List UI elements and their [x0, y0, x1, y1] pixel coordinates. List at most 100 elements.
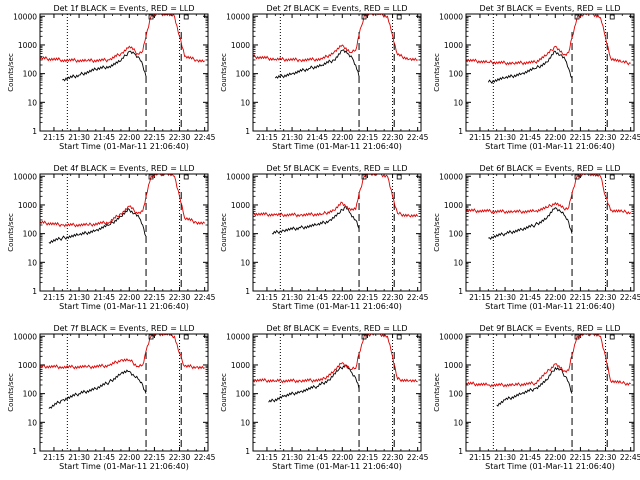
- series-black-line: [62, 50, 147, 82]
- panel-3: Det 3f BLACK = Events, RED = LLD Counts/s…: [433, 4, 640, 151]
- attenuator-marker: [148, 14, 154, 20]
- x-tick-label: 22:00: [544, 453, 566, 462]
- plot-frame: [39, 333, 209, 452]
- plot-frame: [39, 173, 209, 292]
- y-tick-label: 10: [27, 258, 37, 267]
- x-tick-label: 22:15: [570, 453, 592, 462]
- panel-2: Det 2f BLACK = Events, RED = LLD Counts/s…: [220, 4, 429, 151]
- x-tick-label: 22:15: [357, 133, 379, 142]
- y-tick-label: 100: [23, 70, 38, 79]
- attenuator-marker: [609, 174, 615, 180]
- y-tick-label: 100: [449, 70, 464, 79]
- y-tick-label: 1: [458, 287, 463, 296]
- x-tick-label: 21:15: [256, 293, 278, 302]
- y-tick-label: 10000: [439, 332, 463, 341]
- x-tick-label: 21:45: [519, 453, 541, 462]
- x-tick-label: 22:30: [595, 133, 617, 142]
- y-tick-label: 100: [449, 230, 464, 239]
- y-tick-label: 10000: [13, 12, 37, 21]
- series-black-line: [48, 369, 147, 409]
- y-tick-label: 10000: [226, 12, 250, 21]
- y-axis-label: Counts/sec: [433, 373, 441, 412]
- x-tick-label: 22:45: [407, 133, 429, 142]
- panel-8: Det 8f BLACK = Events, RED = LLD Counts/s…: [220, 324, 429, 471]
- x-axis-label: Start Time (01-Mar-11 21:06:40): [272, 302, 402, 311]
- plot-frame: [39, 13, 209, 132]
- y-axis-label: Counts/sec: [7, 53, 15, 92]
- panel-1: Det 1f BLACK = Events, RED = LLD Counts/s…: [7, 4, 216, 151]
- attenuator-marker: [183, 174, 189, 180]
- panel-title: Det 9f BLACK = Events, RED = LLD: [479, 324, 620, 333]
- y-tick-label: 10: [453, 98, 463, 107]
- series-red-line: [466, 14, 631, 66]
- x-tick-label: 22:45: [407, 453, 429, 462]
- x-tick-label: 21:30: [281, 293, 303, 302]
- x-tick-label: 22:30: [169, 293, 191, 302]
- series-red-line: [253, 174, 419, 218]
- x-tick-label: 22:45: [620, 133, 640, 142]
- y-tick-label: 1: [245, 127, 250, 136]
- x-axis-label: Start Time (01-Mar-11 21:06:40): [485, 302, 615, 311]
- series-group: [253, 174, 419, 235]
- y-tick-label: 1: [458, 127, 463, 136]
- x-tick-label: 21:30: [494, 133, 516, 142]
- x-tick-label: 22:15: [357, 293, 379, 302]
- panel-title: Det 6f BLACK = Events, RED = LLD: [479, 164, 620, 173]
- x-tick-label: 21:45: [306, 133, 328, 142]
- x-tick-label: 21:15: [469, 133, 491, 142]
- y-tick-label: 10000: [13, 172, 37, 181]
- panel-title: Det 5f BLACK = Events, RED = LLD: [266, 164, 407, 173]
- series-black-line: [274, 49, 360, 79]
- x-tick-label: 22:45: [620, 453, 640, 462]
- y-tick-label: 1: [32, 127, 37, 136]
- series-group: [466, 174, 632, 241]
- x-tick-label: 21:30: [68, 453, 90, 462]
- series-black-line: [271, 205, 360, 235]
- attenuator-marker: [396, 14, 402, 20]
- x-tick-label: 22:00: [118, 453, 140, 462]
- x-tick-label: 21:15: [43, 453, 65, 462]
- x-tick-label: 22:45: [407, 293, 429, 302]
- series-group: [40, 174, 206, 245]
- attenuator-marker: [148, 334, 154, 340]
- y-tick-label: 1: [245, 287, 250, 296]
- x-tick-label: 22:30: [595, 293, 617, 302]
- attenuator-marker: [183, 334, 189, 340]
- x-tick-label: 22:00: [331, 133, 353, 142]
- y-axis-label: Counts/sec: [220, 213, 228, 252]
- y-tick-label: 100: [236, 390, 251, 399]
- x-tick-label: 22:15: [144, 133, 166, 142]
- series-red-line: [40, 14, 205, 64]
- attenuator-marker: [361, 174, 367, 180]
- series-black-line: [487, 50, 573, 84]
- panel-title: Det 3f BLACK = Events, RED = LLD: [479, 4, 620, 13]
- x-tick-label: 22:45: [194, 453, 216, 462]
- x-tick-label: 21:45: [93, 453, 115, 462]
- x-axis-label: Start Time (01-Mar-11 21:06:40): [485, 462, 615, 471]
- plot-frame: [252, 333, 422, 452]
- y-tick-label: 1: [245, 447, 250, 456]
- panel-title: Det 1f BLACK = Events, RED = LLD: [53, 4, 194, 13]
- y-tick-label: 10: [240, 98, 250, 107]
- y-tick-label: 1000: [444, 201, 463, 210]
- y-tick-label: 10000: [439, 12, 463, 21]
- attenuator-marker: [361, 334, 367, 340]
- x-tick-label: 22:15: [144, 293, 166, 302]
- x-tick-label: 21:45: [306, 293, 328, 302]
- x-tick-label: 21:30: [281, 453, 303, 462]
- attenuator-marker: [574, 334, 580, 340]
- y-tick-label: 10: [27, 98, 37, 107]
- x-axis-label: Start Time (01-Mar-11 21:06:40): [272, 462, 402, 471]
- y-tick-label: 1000: [444, 361, 463, 370]
- series-black-line: [268, 364, 360, 403]
- x-tick-label: 22:00: [544, 133, 566, 142]
- plot-frame: [465, 333, 635, 452]
- panel-title: Det 2f BLACK = Events, RED = LLD: [266, 4, 407, 13]
- attenuator-marker: [609, 334, 615, 340]
- y-tick-label: 1000: [231, 41, 250, 50]
- attenuator-marker: [574, 174, 580, 180]
- y-tick-label: 10000: [439, 172, 463, 181]
- y-tick-label: 10: [27, 418, 37, 427]
- y-axis-label: Counts/sec: [220, 53, 228, 92]
